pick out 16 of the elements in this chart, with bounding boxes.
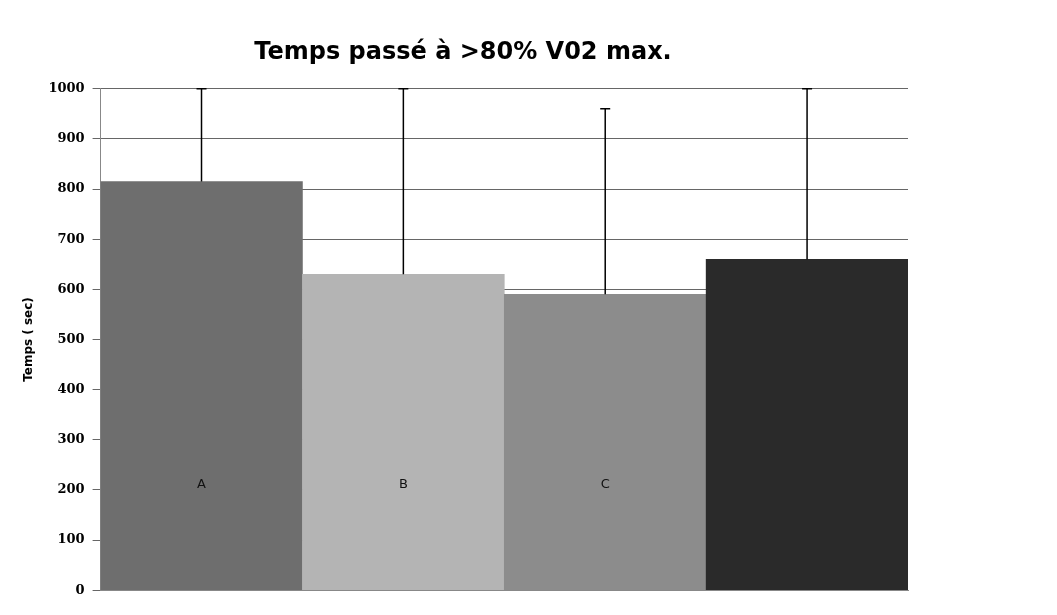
y-axis-title: Temps ( sec) xyxy=(21,297,36,382)
y-tick-label: 400 xyxy=(57,381,85,397)
y-tick-label: 500 xyxy=(57,330,85,346)
y-tick-label: 1000 xyxy=(48,80,85,96)
x-tick-label: A xyxy=(197,476,207,492)
y-tick-label: 0 xyxy=(75,581,85,597)
x-tick-label: B xyxy=(398,476,408,492)
y-tick-label: 300 xyxy=(57,431,85,447)
y-tick-label: 700 xyxy=(57,230,85,246)
chart-title: Temps passé à >80% V02 max. xyxy=(254,36,672,65)
y-tick-label: 900 xyxy=(57,130,85,146)
y-tick-label: 600 xyxy=(57,280,85,296)
x-tick-label: C xyxy=(600,476,610,492)
y-tick-label: 100 xyxy=(57,531,85,547)
y-tick-label: 800 xyxy=(57,180,85,196)
y-tick-label: 200 xyxy=(57,481,85,497)
